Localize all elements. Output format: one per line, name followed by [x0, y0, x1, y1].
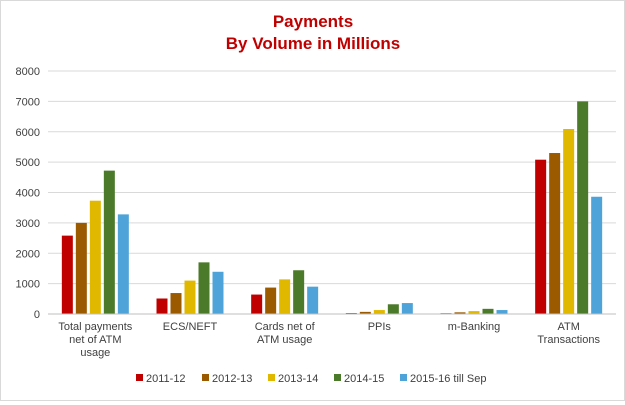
legend-label: 2013-14 [278, 373, 318, 385]
bar [156, 298, 168, 314]
category-label: ECS/NEFT [163, 321, 218, 333]
y-tick-label: 3000 [16, 218, 40, 230]
legend-label: 2014-15 [344, 373, 384, 385]
bar [468, 311, 480, 314]
bar [61, 235, 73, 314]
bar [549, 153, 561, 314]
chart-title-line-2: By Volume in Millions [226, 34, 400, 53]
legend-swatch [400, 374, 407, 381]
bar [251, 294, 263, 314]
y-tick-label: 1000 [16, 279, 40, 291]
bar [170, 293, 182, 314]
bar [184, 280, 196, 314]
category-label: Cards net of [255, 321, 316, 333]
bar [212, 271, 224, 314]
legend-label: 2012-13 [212, 373, 252, 385]
chart-title: Payments By Volume in Millions [226, 12, 400, 53]
bars [61, 101, 603, 314]
y-tick-label: 4000 [16, 188, 40, 200]
gridlines [48, 70, 616, 285]
bar [89, 200, 101, 314]
legend-label: 2015-16 till Sep [410, 373, 486, 385]
bar [401, 303, 413, 314]
category-label: PPIs [368, 321, 392, 333]
legend-swatch [202, 374, 209, 381]
bar [293, 270, 305, 314]
category-label: ATM [557, 321, 579, 333]
bar [198, 262, 210, 314]
bar [265, 287, 277, 314]
category-label: m-Banking [448, 321, 501, 333]
chart-title-line-1: Payments [273, 12, 353, 31]
bar [496, 310, 508, 314]
bar [454, 312, 466, 314]
legend: 2011-12 2012-13 2013-14 2014-15 2015-16 till… [136, 373, 486, 385]
bar [359, 311, 371, 314]
legend-swatch [334, 374, 341, 381]
category-label: Transactions [537, 334, 600, 346]
bar [117, 214, 129, 314]
bar [279, 279, 291, 314]
bar [387, 304, 399, 314]
bar [103, 170, 115, 314]
y-tick-label: 0 [34, 309, 40, 321]
bar [307, 286, 319, 314]
category-label: Total payments [58, 321, 132, 333]
category-label: ATM usage [257, 334, 312, 346]
bar [591, 196, 603, 314]
y-tick-label: 6000 [16, 127, 40, 139]
legend-swatch [268, 374, 275, 381]
bar [577, 101, 589, 314]
bar [75, 222, 87, 314]
y-tick-label: 2000 [16, 248, 40, 260]
category-label: net of ATM [69, 334, 121, 346]
category-label: usage [80, 347, 110, 359]
y-tick-label: 5000 [16, 157, 40, 169]
bar [482, 308, 494, 314]
bar [373, 310, 385, 314]
legend-label: 2011-12 [146, 373, 186, 385]
y-axis-ticks: 0 1000 2000 3000 4000 5000 6000 7000 8000 [16, 66, 40, 321]
bar [535, 159, 547, 314]
bar [563, 129, 575, 314]
y-tick-label: 7000 [16, 96, 40, 108]
y-tick-label: 8000 [16, 66, 40, 78]
legend-swatch [136, 374, 143, 381]
